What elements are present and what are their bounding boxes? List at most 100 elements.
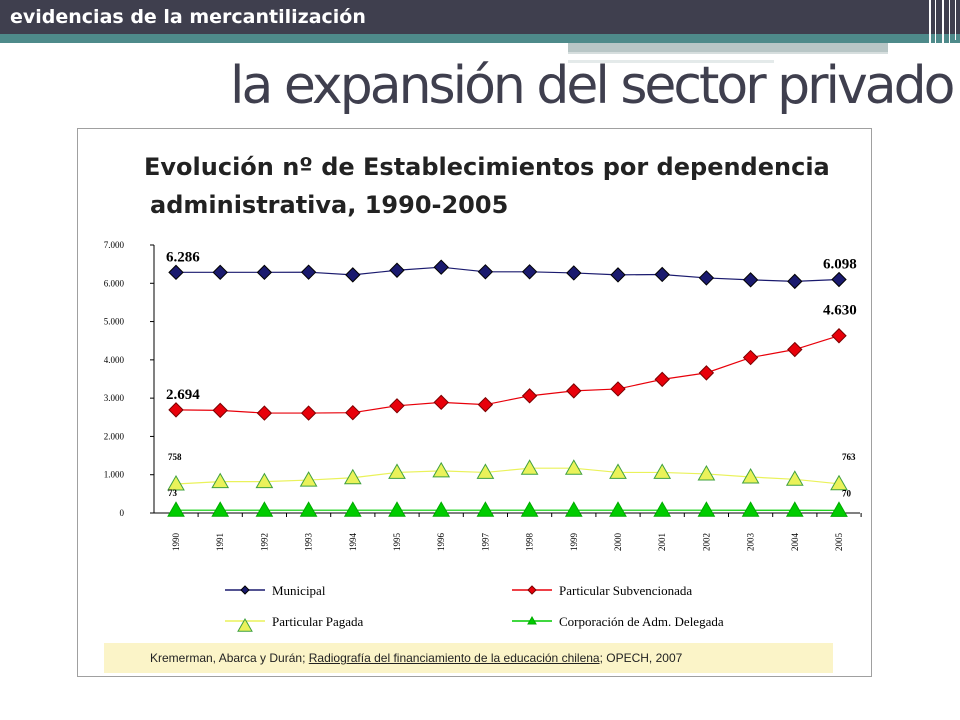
data-point [432,501,451,517]
data-point [654,371,670,388]
header-bar [0,0,960,34]
data-point [741,501,760,517]
data-point [741,468,760,484]
data-point [211,472,230,489]
data-point [564,459,583,475]
source-title-link[interactable]: Radiografía del financiamiento de la edu… [308,651,600,665]
data-point [785,470,804,486]
data-point [698,365,715,381]
data-point [609,463,627,479]
header-accent-band [0,34,960,43]
data-point [610,267,626,283]
series-line-2 [175,467,840,485]
y-tick-label: 5.000 [104,317,125,327]
data-point [299,471,318,487]
decorative-stripe [929,0,931,60]
chart-title-line-2: administrativa, 1990-2005 [150,191,509,219]
x-tick-label: 2002 [701,533,711,551]
data-point [167,501,185,517]
data-point [212,264,228,281]
data-point [388,463,406,479]
decorative-line [568,60,774,63]
chart-title-line-1: Evolución nº de Establecimientos por dep… [144,153,830,181]
data-point [343,501,362,517]
data-point [433,394,449,411]
data-label: 763 [842,452,856,462]
section-label: evidencias de la mercantilización [10,6,366,28]
chart-title: Evolución nº de Establecimientos por dep… [144,148,830,224]
data-point [830,501,848,517]
decorative-stripe [935,0,936,50]
data-point [168,402,184,418]
x-tick-label: 1990 [171,533,181,552]
data-label: 6.098 [823,257,857,273]
data-point [389,262,405,278]
x-tick-label: 1992 [259,533,269,551]
x-tick-label: 1994 [348,533,358,552]
y-tick-label: 0 [120,508,125,518]
data-point [830,474,848,491]
data-point [610,381,626,397]
data-point [698,270,715,286]
data-point [477,264,494,280]
decorative-stripe [955,0,956,40]
x-tick-label: 1993 [304,533,314,552]
data-point [566,265,582,281]
legend-label: Particular Pagada [272,614,364,629]
data-point [300,264,317,280]
x-tick-label: 2000 [613,533,623,552]
decorative-line [568,43,888,52]
series-line-1 [175,335,840,414]
data-point [345,404,361,421]
legend-marker [527,585,537,595]
data-label: 758 [168,452,182,462]
x-tick-label: 2004 [790,533,800,552]
x-tick-label: 2001 [657,533,667,551]
data-point [520,501,539,517]
data-label: 73 [168,488,178,498]
legend-label: Particular Subvencionada [559,583,692,598]
data-point [521,388,538,404]
data-point [168,264,184,281]
data-point [256,405,273,421]
y-tick-label: 6.000 [104,278,125,288]
chart-frame [77,128,872,677]
data-point [300,405,317,421]
data-point [787,273,803,290]
y-tick-label: 1.000 [104,470,125,480]
data-point [432,461,451,478]
source-authors: Kremerman, Abarca y Durán; [150,651,309,665]
data-point [742,272,759,288]
y-tick-label: 4.000 [104,355,125,365]
data-point [787,341,803,358]
data-point [211,501,230,517]
x-tick-label: 1999 [569,533,579,552]
data-label: 2.694 [166,387,200,403]
data-point [742,349,759,366]
source-box [104,643,833,673]
legend-label: Municipal [272,583,326,598]
data-point [653,463,672,479]
y-tick-label: 2.000 [104,431,125,441]
y-tick-label: 3.000 [104,393,125,403]
legend-marker [527,615,537,625]
x-tick-label: 1991 [215,533,225,551]
data-point [564,501,583,517]
data-point [566,383,582,399]
page-title: la expansión del sector privado [230,56,955,116]
data-point [299,501,318,517]
series-line-0 [176,266,840,282]
data-point [256,264,273,281]
legend-label: Corporación de Adm. Delegada [559,614,724,629]
x-tick-label: 1998 [525,533,535,552]
legend-marker [240,585,250,595]
decorative-line [568,52,888,54]
data-point [255,472,274,489]
data-point [521,264,538,280]
data-point [255,501,274,517]
data-point [476,501,495,517]
y-tick-label: 7.000 [104,240,125,250]
data-point [785,501,804,517]
data-point [389,398,405,414]
